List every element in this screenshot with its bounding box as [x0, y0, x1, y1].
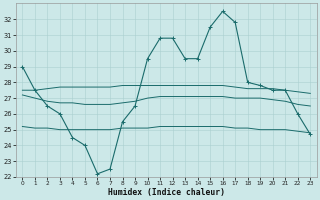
- X-axis label: Humidex (Indice chaleur): Humidex (Indice chaleur): [108, 188, 225, 197]
